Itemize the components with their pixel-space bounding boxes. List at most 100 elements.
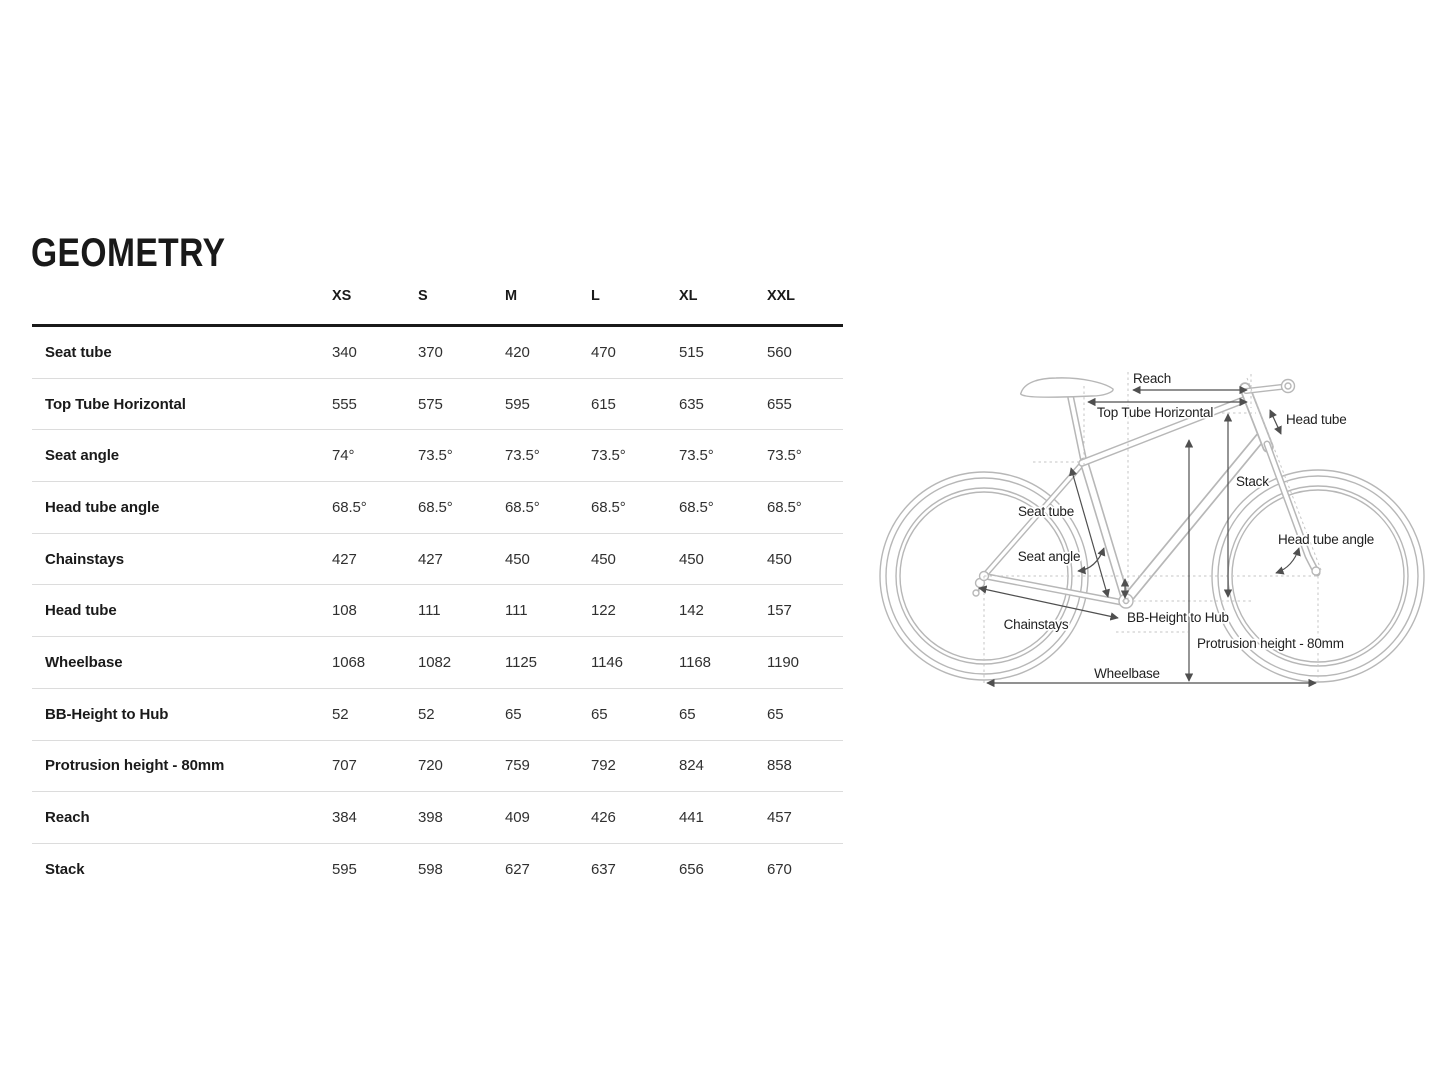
row-value: 111 [418, 602, 441, 620]
row-value: 450 [679, 550, 704, 568]
diagram-label-top-tube-horizontal: Top Tube Horizontal [1097, 405, 1213, 420]
row-value: 420 [505, 343, 530, 361]
row-value: 555 [332, 395, 357, 413]
diagram-labels: Reach Top Tube Horizontal Head tube Stac… [1002, 369, 1376, 683]
diagram-label-chainstays: Chainstays [1004, 617, 1069, 632]
row-label: Reach [45, 809, 90, 827]
row-value: 598 [418, 860, 443, 878]
table-row: Top Tube Horizontal 555 575 595 615 635 … [32, 379, 843, 431]
size-header-xs: XS [332, 288, 352, 304]
row-value: 73.5° [679, 447, 714, 465]
row-value: 427 [418, 550, 443, 568]
row-label: Head tube angle [45, 498, 160, 516]
row-label: Seat tube [45, 343, 112, 361]
diagram-label-seat-tube: Seat tube [1018, 504, 1074, 519]
row-value: 426 [591, 809, 616, 827]
row-value: 370 [418, 343, 443, 361]
row-value: 108 [332, 602, 357, 620]
row-value: 595 [332, 860, 357, 878]
row-value: 398 [418, 809, 443, 827]
row-label: Wheelbase [45, 653, 123, 671]
row-value: 792 [591, 757, 616, 775]
bike-frame [972, 377, 1321, 609]
seat-tube-arrow [1069, 467, 1110, 598]
seat-angle-arc [1077, 547, 1106, 575]
row-value: 1168 [679, 653, 711, 671]
row-value: 560 [767, 343, 792, 361]
table-row: Protrusion height - 80mm 707 720 759 792… [32, 741, 843, 793]
table-row: Head tube 108 111 111 122 142 157 [32, 585, 843, 638]
table-header-row: XS S M L XL XXL [32, 283, 843, 327]
row-value: 65 [767, 705, 784, 723]
size-header-m: M [505, 288, 517, 304]
diagram-label-wheelbase: Wheelbase [1094, 666, 1160, 681]
diagram-label-head-tube: Head tube [1286, 412, 1347, 427]
row-value: 409 [505, 809, 530, 827]
row-value: 68.5° [505, 498, 540, 516]
row-value: 68.5° [418, 498, 453, 516]
front-hub [1311, 566, 1321, 576]
row-value: 441 [679, 809, 704, 827]
row-value: 470 [591, 343, 616, 361]
row-value: 720 [418, 757, 443, 775]
chainstays-arrow [978, 585, 1119, 621]
row-value: 427 [332, 550, 357, 568]
row-value: 73.5° [505, 447, 540, 465]
row-value: 858 [767, 757, 792, 775]
row-value: 656 [679, 860, 704, 878]
row-value: 68.5° [591, 498, 626, 516]
row-value: 1125 [505, 653, 537, 671]
diagram-label-stack: Stack [1236, 474, 1269, 489]
row-value: 384 [332, 809, 357, 827]
diagram-label-protrusion-height: Protrusion height - 80mm [1197, 636, 1344, 651]
row-value: 627 [505, 860, 530, 878]
table-row: Wheelbase 1068 1082 1125 1146 1168 1190 [32, 637, 843, 689]
row-value: 575 [418, 395, 443, 413]
row-value: 450 [591, 550, 616, 568]
row-value: 74° [332, 447, 355, 465]
row-value: 824 [679, 757, 704, 775]
row-value: 111 [505, 602, 528, 620]
row-value: 340 [332, 343, 357, 361]
row-value: 457 [767, 809, 792, 827]
head-tube-arrow [1269, 409, 1282, 435]
row-label: Seat angle [45, 447, 120, 465]
row-value: 1190 [767, 653, 799, 671]
geometry-table: XS S M L XL XXL Seat tube 340 370 420 47… [32, 283, 843, 895]
bike-geometry-diagram: Reach Top Tube Horizontal Head tube Stac… [879, 369, 1425, 688]
dimension-arrows [978, 385, 1317, 688]
table-row: BB-Height to Hub 52 52 65 65 65 65 [32, 689, 843, 741]
row-value: 73.5° [767, 447, 802, 465]
row-value: 615 [591, 395, 616, 413]
row-value: 759 [505, 757, 530, 775]
row-label: BB-Height to Hub [45, 705, 169, 723]
row-value: 68.5° [679, 498, 714, 516]
diagram-label-reach: Reach [1133, 371, 1171, 386]
row-value: 73.5° [591, 447, 626, 465]
head-tube-angle-arc [1275, 547, 1301, 575]
row-value: 157 [767, 602, 792, 620]
table-row: Seat angle 74° 73.5° 73.5° 73.5° 73.5° 7… [32, 430, 843, 483]
saddle [1019, 377, 1114, 398]
table-row: Seat tube 340 370 420 470 515 560 [32, 327, 843, 379]
row-value: 68.5° [332, 498, 367, 516]
row-value: 1146 [591, 653, 623, 671]
size-header-l: L [591, 288, 600, 304]
row-label: Top Tube Horizontal [45, 395, 186, 413]
row-value: 142 [679, 602, 704, 620]
row-value: 52 [418, 705, 435, 723]
handlebar-grip [1280, 378, 1296, 394]
row-label: Protrusion height - 80mm [45, 757, 225, 775]
size-header-s: S [418, 288, 428, 304]
row-value: 73.5° [418, 447, 453, 465]
row-label: Stack [45, 860, 85, 878]
table-row: Reach 384 398 409 426 441 457 [32, 792, 843, 844]
diagram-label-bb-height-to-hub: BB-Height to Hub [1127, 610, 1229, 625]
dotted-guides [983, 372, 1322, 686]
row-value: 1082 [418, 653, 451, 671]
row-value: 595 [505, 395, 530, 413]
table-row: Head tube angle 68.5° 68.5° 68.5° 68.5° … [32, 482, 843, 534]
row-value: 65 [505, 705, 522, 723]
diagram-label-seat-angle: Seat angle [1018, 549, 1081, 564]
row-value: 68.5° [767, 498, 802, 516]
